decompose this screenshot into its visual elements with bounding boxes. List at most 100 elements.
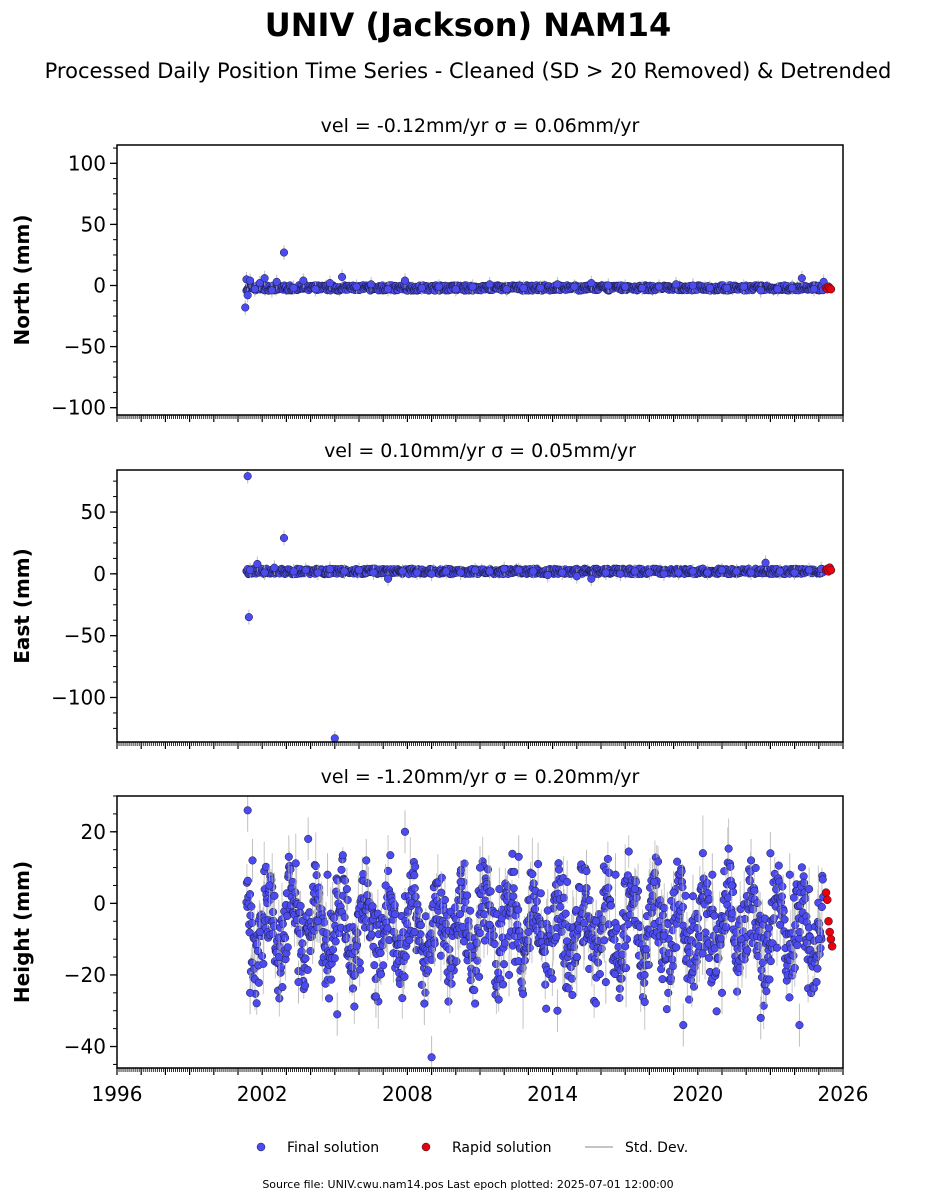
final-point [624, 847, 633, 856]
final-point [621, 282, 630, 291]
final-point [536, 889, 545, 898]
final-point [567, 974, 576, 983]
final-point [604, 920, 613, 929]
final-point [681, 891, 690, 900]
final-point [660, 904, 669, 913]
final-point [383, 574, 393, 583]
final-point [247, 902, 256, 911]
final-point [275, 994, 284, 1003]
final-point [568, 990, 577, 1000]
final-point [509, 892, 518, 901]
final-point [363, 891, 372, 900]
final-point [337, 865, 346, 874]
final-point [662, 1005, 671, 1014]
final-point [741, 914, 750, 924]
final-point [416, 921, 426, 930]
final-point [313, 568, 322, 577]
final-point [413, 568, 422, 577]
final-point [283, 943, 292, 952]
final-point [604, 281, 613, 290]
final-point [441, 919, 450, 928]
panels: vel = -0.12mm/yr σ = 0.06mm/yr North (mm)… [10, 115, 868, 1106]
y-tick-label: 0 [93, 562, 106, 586]
final-point [267, 286, 276, 295]
final-point [710, 911, 719, 920]
final-point [444, 997, 453, 1006]
final-point [561, 909, 570, 918]
y-axis-label: North (mm) [10, 214, 34, 345]
final-point [325, 279, 335, 288]
final-point [434, 282, 443, 291]
final-point [486, 887, 495, 896]
final-point [324, 994, 334, 1003]
final-point [430, 939, 439, 948]
final-point [260, 568, 269, 577]
final-point [379, 961, 388, 970]
final-point [542, 1004, 551, 1013]
final-point [805, 566, 814, 575]
final-point [303, 965, 312, 974]
final-point [597, 944, 606, 953]
final-point [270, 891, 279, 900]
final-point [595, 969, 604, 979]
final-point [630, 567, 639, 576]
final-point [570, 282, 579, 291]
final-point [556, 902, 565, 911]
final-point [693, 914, 703, 923]
final-point [368, 902, 377, 911]
final-point [352, 282, 361, 291]
final-point [297, 947, 306, 956]
final-point [246, 911, 255, 920]
final-point [463, 891, 472, 900]
final-point [330, 954, 339, 963]
final-point [724, 844, 733, 853]
final-point [411, 862, 420, 871]
final-point [746, 568, 756, 577]
final-point [528, 870, 537, 879]
final-point [685, 995, 694, 1004]
final-point [301, 566, 310, 575]
final-point [471, 999, 480, 1008]
final-point [270, 563, 279, 572]
final-point [455, 910, 465, 919]
final-point [698, 849, 707, 858]
y-tick-label: 50 [81, 500, 106, 524]
final-point [338, 851, 347, 860]
final-point [688, 567, 698, 576]
final-point [383, 285, 393, 294]
final-point [677, 867, 686, 876]
final-point [400, 972, 409, 981]
final-point [405, 936, 414, 945]
final-point [410, 884, 419, 893]
final-point [529, 567, 538, 576]
final-point [717, 566, 727, 575]
final-point [417, 283, 426, 292]
final-point [543, 571, 552, 580]
final-point [532, 897, 541, 906]
final-point [722, 923, 731, 932]
final-point [279, 533, 289, 543]
final-point [622, 935, 632, 944]
final-point [400, 276, 410, 285]
final-point [509, 884, 518, 893]
final-point [424, 966, 433, 975]
final-point [442, 567, 451, 576]
final-point [520, 956, 529, 965]
final-point [644, 960, 653, 969]
final-point [327, 975, 336, 984]
final-point [421, 912, 430, 921]
final-point [350, 970, 359, 979]
final-point [427, 955, 436, 964]
final-point [246, 566, 255, 575]
final-point [671, 280, 681, 289]
final-point [726, 862, 735, 871]
final-point [485, 280, 494, 289]
final-point [447, 979, 456, 988]
final-point [451, 285, 460, 294]
y-tick-label: −50 [64, 624, 106, 648]
final-point [514, 566, 523, 575]
final-point [773, 285, 782, 294]
final-point [260, 274, 269, 283]
final-point [331, 937, 340, 946]
